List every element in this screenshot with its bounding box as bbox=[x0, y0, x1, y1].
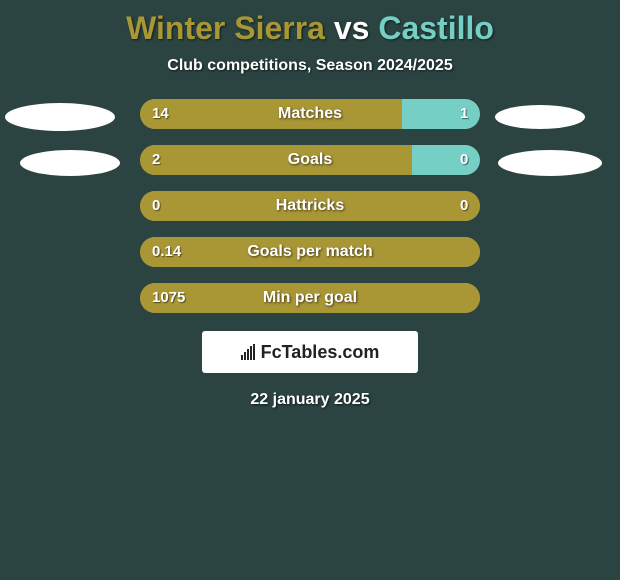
bar-chart-icon bbox=[241, 344, 255, 360]
team-left-logo-placeholder bbox=[5, 103, 115, 131]
bar-left bbox=[140, 99, 402, 129]
value-right: 1 bbox=[460, 99, 468, 129]
team-right-logo-placeholder bbox=[495, 105, 585, 129]
stat-row: 00Hattricks bbox=[0, 191, 620, 221]
value-left: 1075 bbox=[152, 283, 185, 313]
subtitle: Club competitions, Season 2024/2025 bbox=[0, 57, 620, 75]
value-left: 0 bbox=[152, 191, 160, 221]
stat-row: 0.14Goals per match bbox=[0, 237, 620, 267]
team-right-logo-placeholder bbox=[498, 150, 602, 176]
value-left: 0.14 bbox=[152, 237, 181, 267]
bar-left bbox=[140, 145, 412, 175]
bar-track bbox=[140, 237, 480, 267]
stat-row: 1075Min per goal bbox=[0, 283, 620, 313]
player-left-name: Winter Sierra bbox=[126, 10, 325, 46]
stats-chart: 141Matches20Goals00Hattricks0.14Goals pe… bbox=[0, 99, 620, 313]
team-left-logo-placeholder bbox=[20, 150, 120, 176]
bar-left bbox=[140, 237, 480, 267]
bar-right bbox=[412, 145, 480, 175]
vs-text: vs bbox=[334, 10, 370, 46]
value-left: 14 bbox=[152, 99, 169, 129]
value-left: 2 bbox=[152, 145, 160, 175]
value-right: 0 bbox=[460, 191, 468, 221]
bar-left bbox=[140, 283, 480, 313]
bar-track bbox=[140, 191, 480, 221]
bar-left bbox=[140, 191, 480, 221]
player-right-name: Castillo bbox=[378, 10, 494, 46]
generated-date: 22 january 2025 bbox=[0, 391, 620, 409]
logo-text: FcTables.com bbox=[261, 342, 380, 363]
comparison-title: Winter Sierra vs Castillo bbox=[0, 0, 620, 47]
bar-track bbox=[140, 99, 480, 129]
value-right: 0 bbox=[460, 145, 468, 175]
fctables-logo[interactable]: FcTables.com bbox=[202, 331, 418, 373]
bar-track bbox=[140, 145, 480, 175]
bar-track bbox=[140, 283, 480, 313]
